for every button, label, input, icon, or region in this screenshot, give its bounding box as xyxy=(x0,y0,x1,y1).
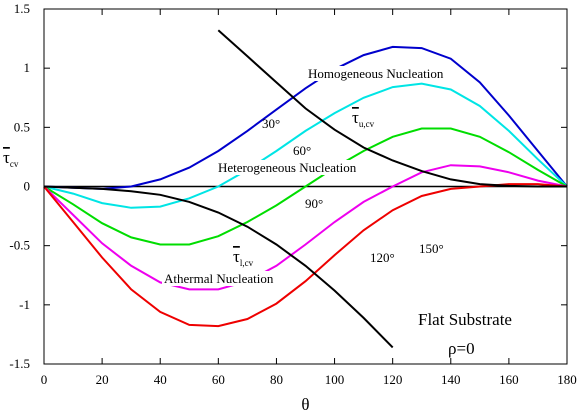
series-line xyxy=(43,82,568,209)
x-tick-label: 160 xyxy=(499,372,519,387)
annotation-bg xyxy=(162,271,276,286)
series-line xyxy=(43,127,568,246)
y-tick-label: 1 xyxy=(24,60,31,75)
x-tick-label: 100 xyxy=(325,372,345,387)
annotation: ρ=0 xyxy=(448,339,475,358)
x-tick-label: 140 xyxy=(441,372,461,387)
annotation: 60° xyxy=(293,143,311,158)
annotation: Athermal Nucleation xyxy=(164,271,274,286)
x-tick-label: 40 xyxy=(154,372,167,387)
annotation-bg xyxy=(306,66,446,81)
x-axis-label: θ xyxy=(301,395,309,414)
x-tick-label: 80 xyxy=(270,372,283,387)
y-tick-label: -0.5 xyxy=(9,238,30,253)
annotation: Heterogeneous Nucleation xyxy=(218,160,357,175)
annotation-sub: u,cv xyxy=(359,119,375,129)
y-axis-label-sub: cv xyxy=(10,159,19,169)
y-axis-label: τcv xyxy=(3,148,19,169)
series-line xyxy=(43,183,568,328)
x-tick-label: 120 xyxy=(383,372,403,387)
annotation: τu,cv xyxy=(352,108,375,129)
y-tick-label: -1 xyxy=(19,297,30,312)
annotation: τl,cv xyxy=(233,247,254,268)
x-tick-label: 20 xyxy=(96,372,109,387)
x-tick-label: 0 xyxy=(41,372,48,387)
annotation-bg xyxy=(216,160,359,175)
annotation: 90° xyxy=(305,196,323,211)
y-tick-label: 0 xyxy=(24,179,31,194)
plot-frame xyxy=(43,8,568,365)
annotation: 30° xyxy=(262,116,280,131)
series-line xyxy=(217,29,567,188)
annotation-symbol: τ xyxy=(233,247,240,266)
annotation-sub: l,cv xyxy=(240,258,254,268)
series-line xyxy=(43,185,394,349)
annotation: 150° xyxy=(419,241,444,256)
annotation: Flat Substrate xyxy=(418,310,512,329)
annotation: 120° xyxy=(370,250,395,265)
annotation-symbol: τ xyxy=(352,108,359,127)
y-tick-label: 0.5 xyxy=(14,119,30,134)
x-tick-label: 180 xyxy=(557,372,577,387)
x-tick-label: 60 xyxy=(212,372,225,387)
series-line xyxy=(43,164,568,291)
y-tick-label: -1.5 xyxy=(9,356,30,371)
y-tick-label: 1.5 xyxy=(14,1,30,16)
annotation: Homogeneous Nucleation xyxy=(308,66,444,81)
series-line xyxy=(43,45,568,190)
y-axis-label-symbol: τ xyxy=(3,148,10,167)
